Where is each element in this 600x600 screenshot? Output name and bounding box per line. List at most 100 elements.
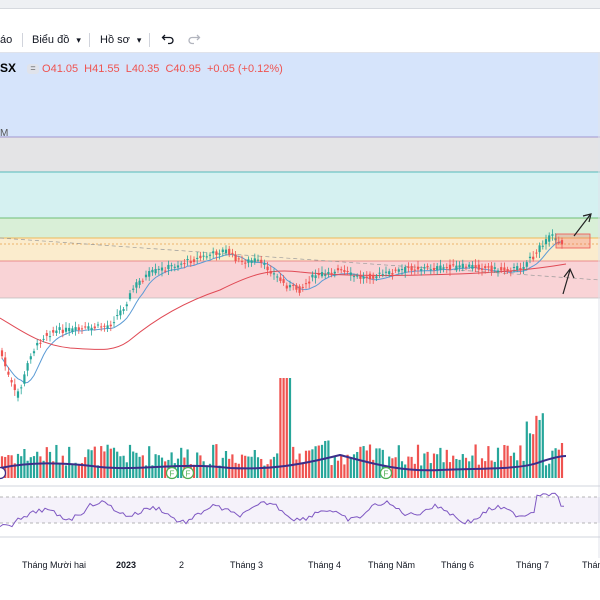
candle-body <box>205 256 208 258</box>
candle-body <box>541 245 544 247</box>
candle-body <box>333 271 336 274</box>
volume-bar <box>288 378 292 478</box>
time-axis: Tháng Mười hai 2023 2 Tháng 3 Tháng 4 Th… <box>0 558 600 574</box>
candle-body <box>228 248 231 255</box>
volume-bar <box>80 462 84 478</box>
candle-body <box>157 268 160 270</box>
ohlc-legend: SX = O41.05 H41.55 L40.35 C40.95 +0.05 (+0… <box>0 61 286 75</box>
candle-body <box>237 258 240 260</box>
price-zone <box>0 238 600 261</box>
volume-bar <box>55 444 58 478</box>
volume-bar <box>176 458 180 478</box>
volume-bar <box>58 464 61 478</box>
up-arrow-icon <box>582 213 592 223</box>
candle-body <box>218 253 221 255</box>
volume-bar <box>192 464 196 478</box>
trend-line <box>0 237 600 281</box>
event-marker-label: F <box>186 470 191 479</box>
volume-bar <box>320 444 324 478</box>
undo-button[interactable] <box>160 30 176 48</box>
volume-bar <box>285 378 288 478</box>
candle-body <box>135 282 138 288</box>
collapse-icon[interactable]: = <box>27 64 40 75</box>
candle-body <box>4 357 7 367</box>
candle-body <box>269 270 272 274</box>
volume-bar <box>560 443 564 478</box>
volume-bar <box>522 460 525 478</box>
volume-bar <box>464 457 468 478</box>
volume-bar <box>74 462 77 478</box>
candle-body <box>458 265 461 268</box>
time-label: Tháng 7 <box>516 560 550 570</box>
volume-bar <box>528 433 532 478</box>
volume-bar <box>215 444 218 478</box>
symbol-label[interactable]: SX <box>0 61 17 75</box>
candle-body <box>20 387 23 389</box>
chart-menu-label: Biểu đồ <box>32 34 70 46</box>
side-label: M <box>0 128 9 139</box>
alerts-menu[interactable]: áo <box>0 34 13 46</box>
candle-body <box>141 280 144 282</box>
volume-bar <box>407 456 410 478</box>
candle-body <box>116 315 119 317</box>
candle-body <box>336 268 340 271</box>
candle-body <box>55 330 58 333</box>
candle-body <box>516 266 519 270</box>
volume-bar <box>279 378 282 478</box>
candle-body <box>496 270 500 273</box>
volume-bar <box>128 444 132 478</box>
candle-body <box>58 327 61 330</box>
volume-bar <box>208 463 212 478</box>
volume-bar <box>436 454 439 478</box>
candle-body <box>125 304 128 307</box>
volume-bar <box>378 448 381 478</box>
volume-bar <box>202 461 205 478</box>
target-box <box>555 233 591 249</box>
volume-bar <box>90 450 93 478</box>
volume-bar <box>160 457 164 478</box>
candle-body <box>429 269 432 271</box>
candle-body <box>384 271 388 273</box>
volume-bar <box>132 451 135 478</box>
candle-body <box>391 273 394 275</box>
volume-bar <box>336 460 340 478</box>
candle-body <box>311 274 314 278</box>
candle-body <box>484 266 487 269</box>
redo-button[interactable] <box>186 30 202 48</box>
volume-bar <box>413 463 416 478</box>
top-strip <box>0 0 600 9</box>
chevron-down-icon: ▾ <box>136 35 142 45</box>
volume-bar <box>544 465 548 478</box>
candle-body <box>128 293 132 300</box>
up-arrow-line <box>562 269 571 295</box>
volume-bar <box>282 378 285 478</box>
chart-menu[interactable]: Biểu đồ ▾ <box>32 31 81 49</box>
time-label: Tháng <box>582 560 600 570</box>
candle-body <box>375 276 378 279</box>
volume-ma-line <box>0 453 567 472</box>
candle-body <box>528 256 532 259</box>
candle-body <box>340 269 343 271</box>
candle-body <box>87 326 90 329</box>
candle-body <box>400 269 404 271</box>
volume-bar <box>183 457 186 478</box>
profile-menu[interactable]: Hồ sơ ▾ <box>100 31 141 49</box>
volume-bar <box>410 456 413 478</box>
candle-body <box>164 270 167 272</box>
volume-bar <box>68 446 71 478</box>
volume-bar <box>474 444 477 478</box>
volume-bar <box>205 465 208 478</box>
candle-body <box>103 325 106 327</box>
candle-body <box>148 271 151 277</box>
volume-bar <box>295 459 298 478</box>
toolbar-divider <box>89 33 90 47</box>
candle-body <box>544 239 548 245</box>
volume-bar <box>493 461 496 478</box>
volume-bar <box>52 461 55 478</box>
event-marker-icon <box>181 466 195 480</box>
event-marker-icon <box>379 466 393 480</box>
candle-body <box>276 276 279 278</box>
candle-body <box>260 259 263 263</box>
low-value: L40.35 <box>125 63 160 75</box>
